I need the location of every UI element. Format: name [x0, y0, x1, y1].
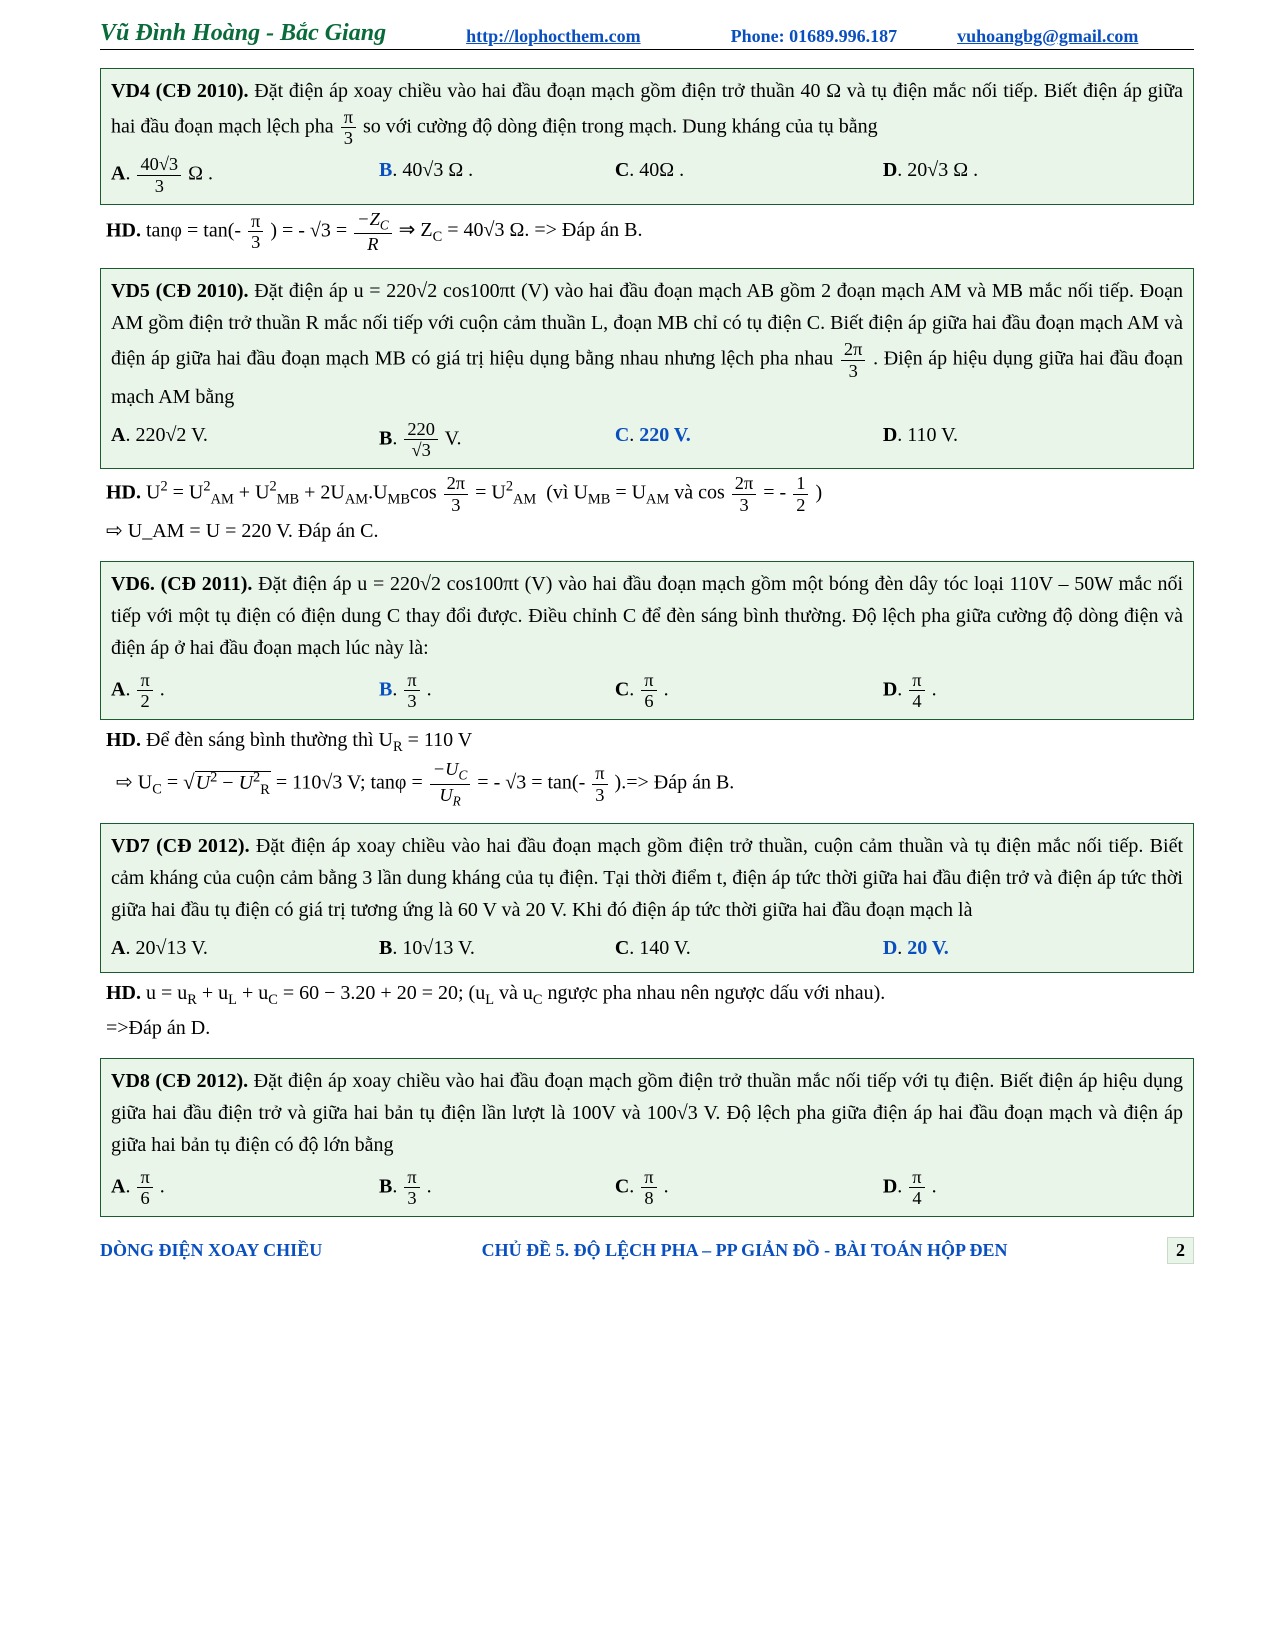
- vd5-title: VD5 (CĐ 2010).: [111, 280, 249, 302]
- vd7-answers: A. 20√13 V. B. 10√13 V. C. 140 V. D. 20 …: [111, 932, 1183, 964]
- problem-vd4: VD4 (CĐ 2010). Đặt điện áp xoay chiều và…: [100, 68, 1194, 205]
- phone-text: Phone: 01689.996.187: [731, 26, 898, 47]
- footer-left: DÒNG ĐIỆN XOAY CHIỀU: [100, 1240, 322, 1261]
- website-link[interactable]: http://lophocthem.com: [466, 26, 641, 47]
- vd6-text: Đặt điện áp u = 220√2 cos100πt (V) vào h…: [111, 573, 1183, 659]
- vd8-answers: A. π6 . B. π3 . C. π8 . D. π4 .: [111, 1167, 1183, 1208]
- vd8-text: Đặt điện áp xoay chiều vào hai đầu đoạn …: [111, 1070, 1183, 1156]
- footer-center: CHỦ ĐỀ 5. ĐỘ LỆCH PHA – PP GIẢN ĐỒ - BÀI…: [482, 1240, 1008, 1261]
- vd6-title: VD6. (CĐ 2011).: [111, 573, 252, 595]
- problem-vd8: VD8 (CĐ 2012). Đặt điện áp xoay chiều và…: [100, 1058, 1194, 1217]
- vd4-title: VD4 (CĐ 2010).: [111, 80, 249, 102]
- vd6-answers: A. π2 . B. π3 . C. π6 . D. π4 .: [111, 670, 1183, 711]
- page-number: 2: [1167, 1237, 1194, 1264]
- author-name: Vũ Đình Hoàng - Bắc Giang: [100, 20, 386, 47]
- vd7-title: VD7 (CĐ 2012).: [111, 835, 250, 857]
- vd4-solution: HD. tanφ = tan(- π3 ) = - √3 = −ZCR ⇒ ZC…: [100, 205, 1194, 256]
- vd7-text: Đặt điện áp xoay chiều vào hai đầu đoạn …: [111, 835, 1183, 921]
- vd5-answers: A. 220√2 V. B. 220√3 V. C. 220 V. D. 110…: [111, 419, 1183, 460]
- page-footer: DÒNG ĐIỆN XOAY CHIỀU CHỦ ĐỀ 5. ĐỘ LỆCH P…: [100, 1237, 1194, 1264]
- vd4-answers: A. 40√33 Ω . B. 40√3 Ω . C. 40Ω . D. 20√…: [111, 154, 1183, 195]
- vd5-solution: HD. U2 = U2AM + U2MB + 2UAM.UMBcos 2π3 =…: [100, 469, 1194, 548]
- vd4-text2: so với cường độ dòng điện trong mạch. Du…: [363, 115, 878, 137]
- email-link[interactable]: vuhoangbg@gmail.com: [957, 26, 1138, 47]
- problem-vd7: VD7 (CĐ 2012). Đặt điện áp xoay chiều và…: [100, 823, 1194, 973]
- page-header: Vũ Đình Hoàng - Bắc Giang http://lophoct…: [100, 20, 1194, 50]
- problem-vd6: VD6. (CĐ 2011). Đặt điện áp u = 220√2 co…: [100, 561, 1194, 720]
- vd8-title: VD8 (CĐ 2012).: [111, 1070, 248, 1092]
- vd7-solution: HD. u = uR + uL + uC = 60 − 3.20 + 20 = …: [100, 973, 1194, 1046]
- vd4-frac: π3: [341, 107, 356, 148]
- problem-vd5: VD5 (CĐ 2010). Đặt điện áp u = 220√2 cos…: [100, 268, 1194, 469]
- vd6-solution: HD. Để đèn sáng bình thường thì UR = 110…: [100, 720, 1194, 811]
